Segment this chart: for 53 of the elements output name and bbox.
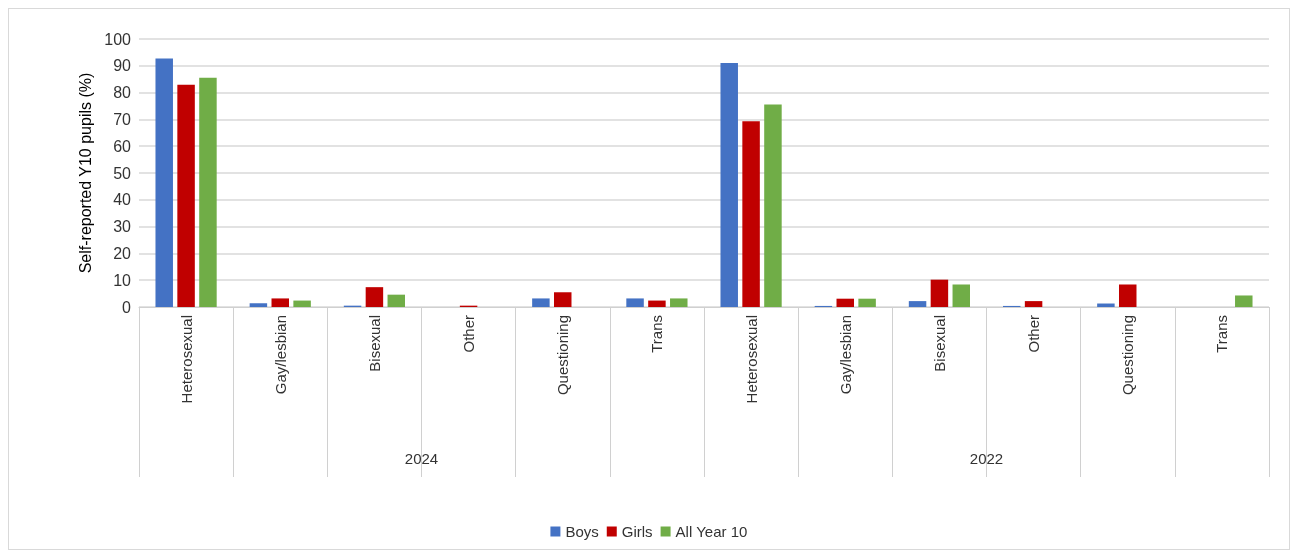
x-tick-label: Heterosexual xyxy=(177,315,195,404)
bar xyxy=(742,121,760,307)
x-tick-label: Heterosexual xyxy=(742,315,760,404)
y-tick-label: 30 xyxy=(113,218,132,236)
bar xyxy=(858,298,876,307)
x-tick-label: Trans xyxy=(1213,315,1231,353)
bar xyxy=(365,287,384,307)
bar xyxy=(387,294,406,307)
bar xyxy=(908,301,927,307)
bar xyxy=(836,298,854,307)
x-tick-label: Trans xyxy=(648,315,666,353)
bar xyxy=(764,104,782,307)
y-tick-label: 10 xyxy=(113,271,132,289)
y-tick-label: 50 xyxy=(113,164,132,182)
x-tick-label: Other xyxy=(460,315,478,353)
text: 2022 xyxy=(969,450,1004,467)
bar xyxy=(648,300,666,307)
x-tick-label: Gay/lesbian xyxy=(836,315,854,395)
y-axis-title: Self-reported Y10 pupils (%) xyxy=(76,72,94,274)
bar xyxy=(1119,284,1137,307)
bar xyxy=(930,279,949,307)
y-tick-label: 100 xyxy=(104,30,132,48)
bar xyxy=(1235,295,1253,307)
bar xyxy=(720,63,738,307)
x-tick-label: Gay/lesbian xyxy=(271,315,289,395)
x-tick-label: Bisexual xyxy=(365,315,383,372)
x-tick-label: Other xyxy=(1025,315,1043,353)
legend-label: Girls xyxy=(621,523,653,540)
y-tick-label: 70 xyxy=(113,110,132,128)
y-tick-label: 80 xyxy=(113,84,132,102)
x-tick-label: Bisexual xyxy=(930,315,948,372)
bar xyxy=(293,300,311,307)
bar xyxy=(1024,301,1043,307)
bar xyxy=(155,58,173,307)
y-tick-label: 20 xyxy=(113,244,132,262)
bar xyxy=(952,284,971,307)
y-tick-label: 90 xyxy=(113,57,132,75)
legend-label: All Year 10 xyxy=(675,523,748,540)
bar xyxy=(532,298,550,307)
x-tick-label: Questioning xyxy=(1119,315,1137,396)
text: 2024 xyxy=(404,450,439,467)
bar xyxy=(271,298,289,307)
y-tick-label: 0 xyxy=(122,298,132,316)
y-tick-label: 60 xyxy=(113,137,132,155)
legend-label: Boys xyxy=(565,523,599,540)
bar xyxy=(199,77,217,307)
bar xyxy=(249,303,268,307)
bar xyxy=(554,292,572,307)
bar xyxy=(177,84,195,307)
bar xyxy=(626,298,644,307)
x-tick-label: Questioning xyxy=(554,315,572,396)
y-tick-label: 40 xyxy=(113,191,132,209)
bar xyxy=(670,298,688,307)
